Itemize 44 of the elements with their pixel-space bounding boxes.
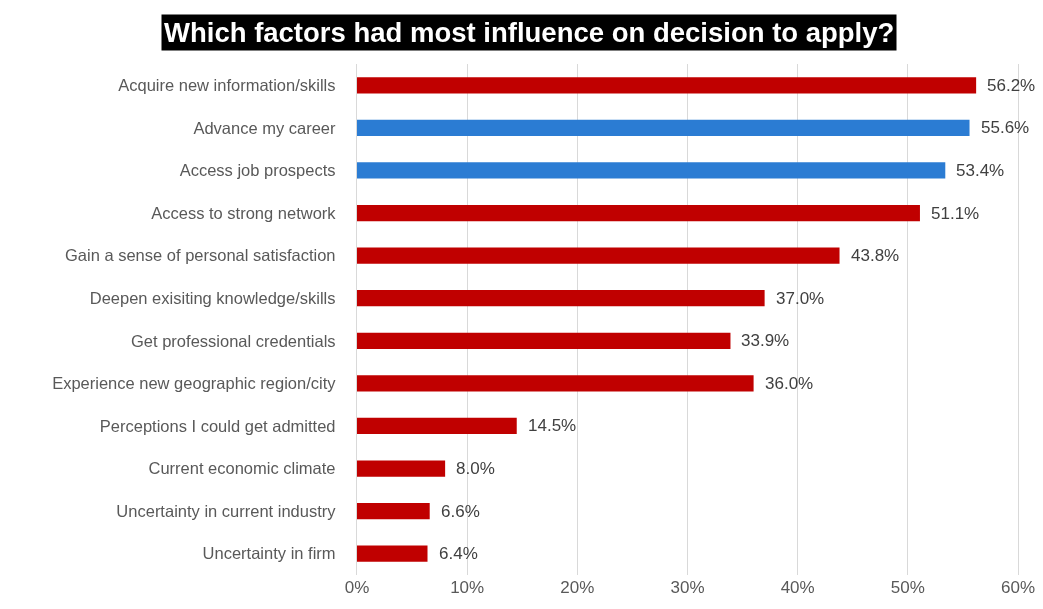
y-tick-label: Deepen exisiting knowledge/skills bbox=[89, 288, 336, 307]
bar bbox=[357, 332, 731, 349]
data-label: 43.8% bbox=[851, 246, 900, 265]
x-tick-label: 40% bbox=[780, 578, 815, 597]
x-tick-label: 50% bbox=[890, 578, 925, 597]
x-tick-label: 20% bbox=[560, 578, 595, 597]
bar bbox=[357, 119, 970, 136]
y-tick-label: Perceptions I could get admitted bbox=[99, 416, 336, 435]
data-label: 14.5% bbox=[528, 416, 577, 435]
data-label: 55.6% bbox=[981, 118, 1030, 137]
y-tick-label: Access job prospects bbox=[179, 161, 336, 180]
data-label: 53.4% bbox=[956, 161, 1005, 180]
bar bbox=[357, 290, 765, 307]
data-label: 33.9% bbox=[741, 331, 790, 350]
y-tick-label: Advance my career bbox=[193, 118, 337, 137]
y-tick-label: Get professional credentials bbox=[131, 331, 336, 350]
bar bbox=[357, 247, 840, 264]
data-label: 51.1% bbox=[931, 204, 980, 223]
y-tick-label: Gain a sense of personal satisfaction bbox=[64, 246, 336, 265]
y-tick-label: Acquire new information/skills bbox=[118, 76, 336, 95]
data-label: 37.0% bbox=[776, 289, 825, 308]
bar bbox=[357, 204, 920, 222]
bar bbox=[357, 375, 754, 392]
chart-title: Which factors had most influence on decision to apply? bbox=[164, 17, 895, 48]
x-tick-label: 30% bbox=[670, 578, 705, 597]
x-tick-label: 60% bbox=[1000, 578, 1036, 597]
x-tick-label: 0% bbox=[344, 578, 370, 597]
y-tick-label: Experience new geographic region/city bbox=[52, 374, 337, 393]
y-tick-label: Access to strong network bbox=[151, 203, 337, 222]
bar bbox=[357, 503, 430, 520]
data-label: 8.0% bbox=[456, 459, 495, 478]
bar bbox=[357, 77, 977, 94]
bar bbox=[357, 162, 946, 179]
data-label: 56.2% bbox=[987, 76, 1036, 95]
y-tick-label: Uncertainty in firm bbox=[202, 544, 336, 563]
y-tick-label: Uncertainty in current industry bbox=[116, 501, 337, 520]
data-label: 6.4% bbox=[439, 544, 478, 563]
data-label: 6.6% bbox=[441, 502, 480, 521]
x-tick-label: 10% bbox=[450, 578, 485, 597]
bar bbox=[357, 460, 446, 477]
data-label: 36.0% bbox=[765, 374, 814, 393]
y-tick-label: Current economic climate bbox=[148, 459, 336, 478]
bar bbox=[357, 417, 517, 435]
bar bbox=[357, 545, 428, 562]
